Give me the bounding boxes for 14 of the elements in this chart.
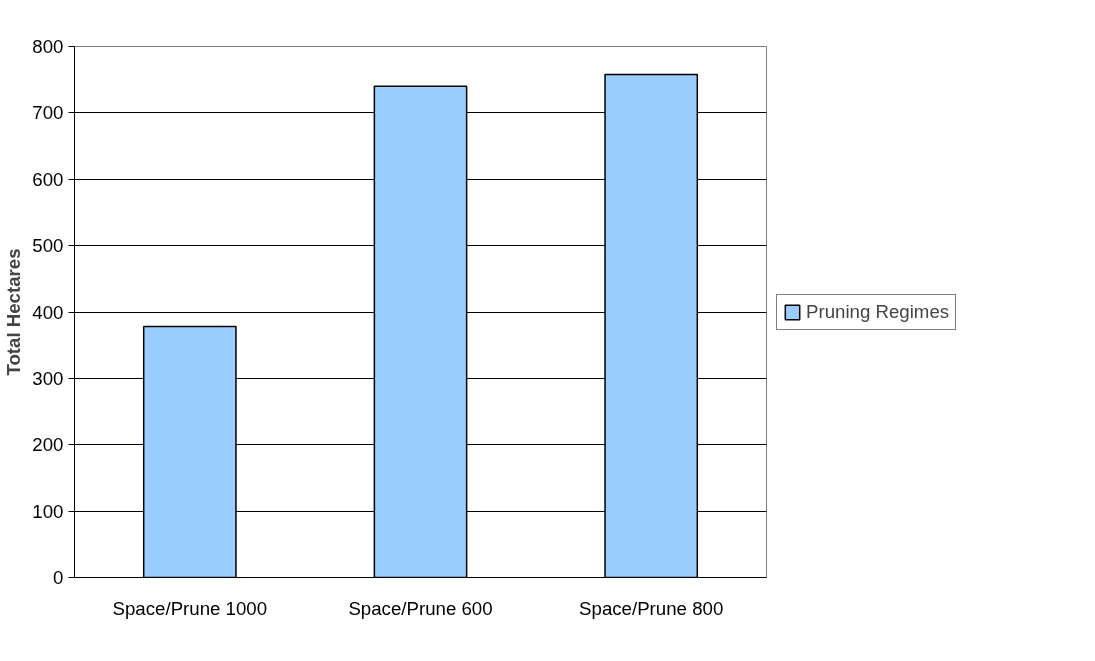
y-tick-label: 500: [32, 235, 64, 257]
y-tick-label: 600: [32, 168, 64, 190]
x-tick-label: Space/Prune 600: [348, 597, 493, 619]
y-tick-label: 400: [32, 301, 64, 323]
x-tick-label: Space/Prune 800: [579, 597, 724, 619]
y-axis-title: Total Hectares: [3, 248, 25, 376]
y-tick-label: 100: [32, 500, 64, 522]
y-tick-label: 300: [32, 367, 64, 389]
y-tick-label: 200: [32, 434, 64, 456]
x-tick-label: Space/Prune 1000: [112, 597, 268, 619]
y-tick-label: 700: [32, 102, 64, 124]
legend-label: Pruning Regimes: [806, 300, 950, 323]
y-tick-label: 800: [32, 36, 64, 57]
y-tick-label: 0: [53, 567, 64, 588]
